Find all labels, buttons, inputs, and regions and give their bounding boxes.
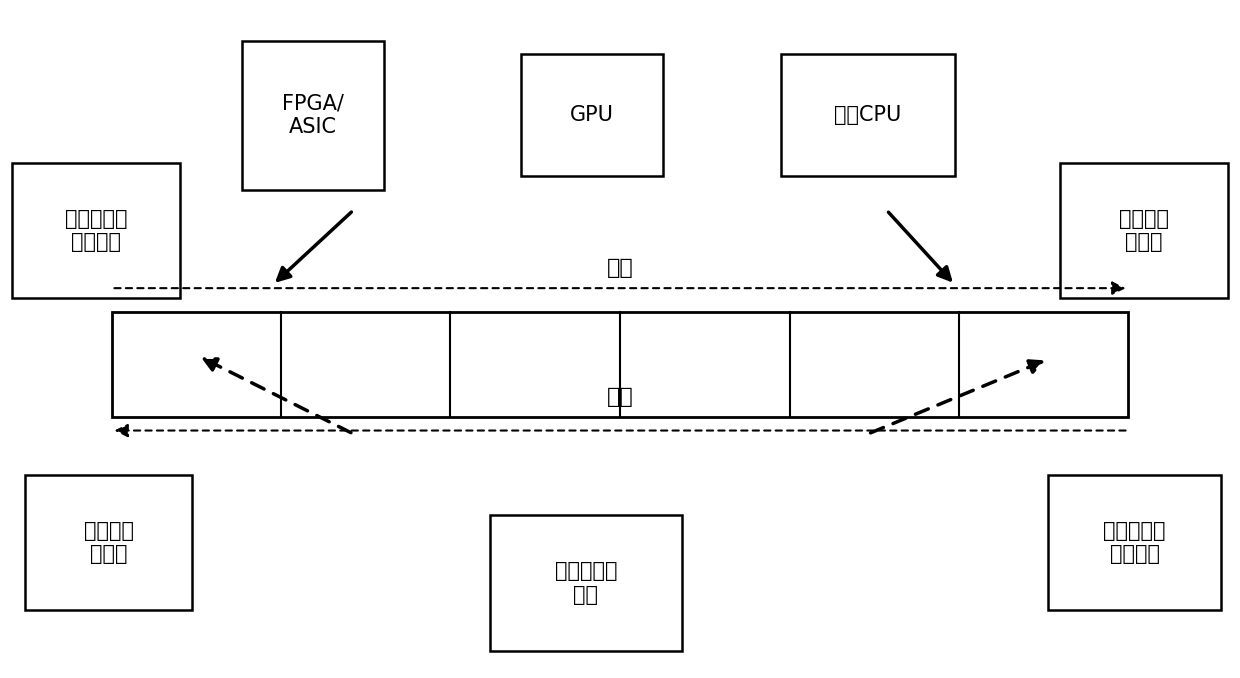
Bar: [1048, 475, 1221, 610]
Text: 从头部获取
中间变量: 从头部获取 中间变量: [1104, 521, 1166, 564]
Bar: [1060, 163, 1228, 298]
Text: 在尾部存入
中间变量: 在尾部存入 中间变量: [64, 209, 128, 252]
Text: 多核CPU: 多核CPU: [835, 105, 901, 125]
Bar: [242, 41, 384, 190]
Bar: [112, 312, 1128, 417]
Bar: [521, 54, 663, 176]
Text: 生产: 生产: [606, 258, 634, 278]
Text: FPGA/
ASIC: FPGA/ ASIC: [283, 94, 343, 137]
Text: 队列为空
则等待: 队列为空 则等待: [83, 521, 134, 564]
Bar: [25, 475, 192, 610]
Text: 消费: 消费: [606, 386, 634, 407]
Bar: [781, 54, 955, 176]
Bar: [490, 515, 682, 651]
Bar: [12, 163, 180, 298]
Text: GPU: GPU: [570, 105, 614, 125]
Text: 加密或解密
运算: 加密或解密 运算: [554, 561, 618, 605]
Text: 队列已满
则等待: 队列已满 则等待: [1118, 209, 1169, 252]
